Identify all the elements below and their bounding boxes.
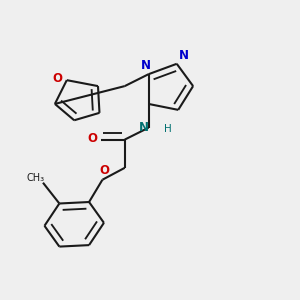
Text: H: H [164, 124, 172, 134]
Text: O: O [88, 132, 98, 145]
Text: N: N [139, 121, 148, 134]
Text: O: O [99, 164, 109, 177]
Text: O: O [53, 72, 63, 85]
Text: N: N [179, 49, 189, 62]
Text: N: N [140, 59, 151, 72]
Text: CH₃: CH₃ [26, 173, 45, 183]
